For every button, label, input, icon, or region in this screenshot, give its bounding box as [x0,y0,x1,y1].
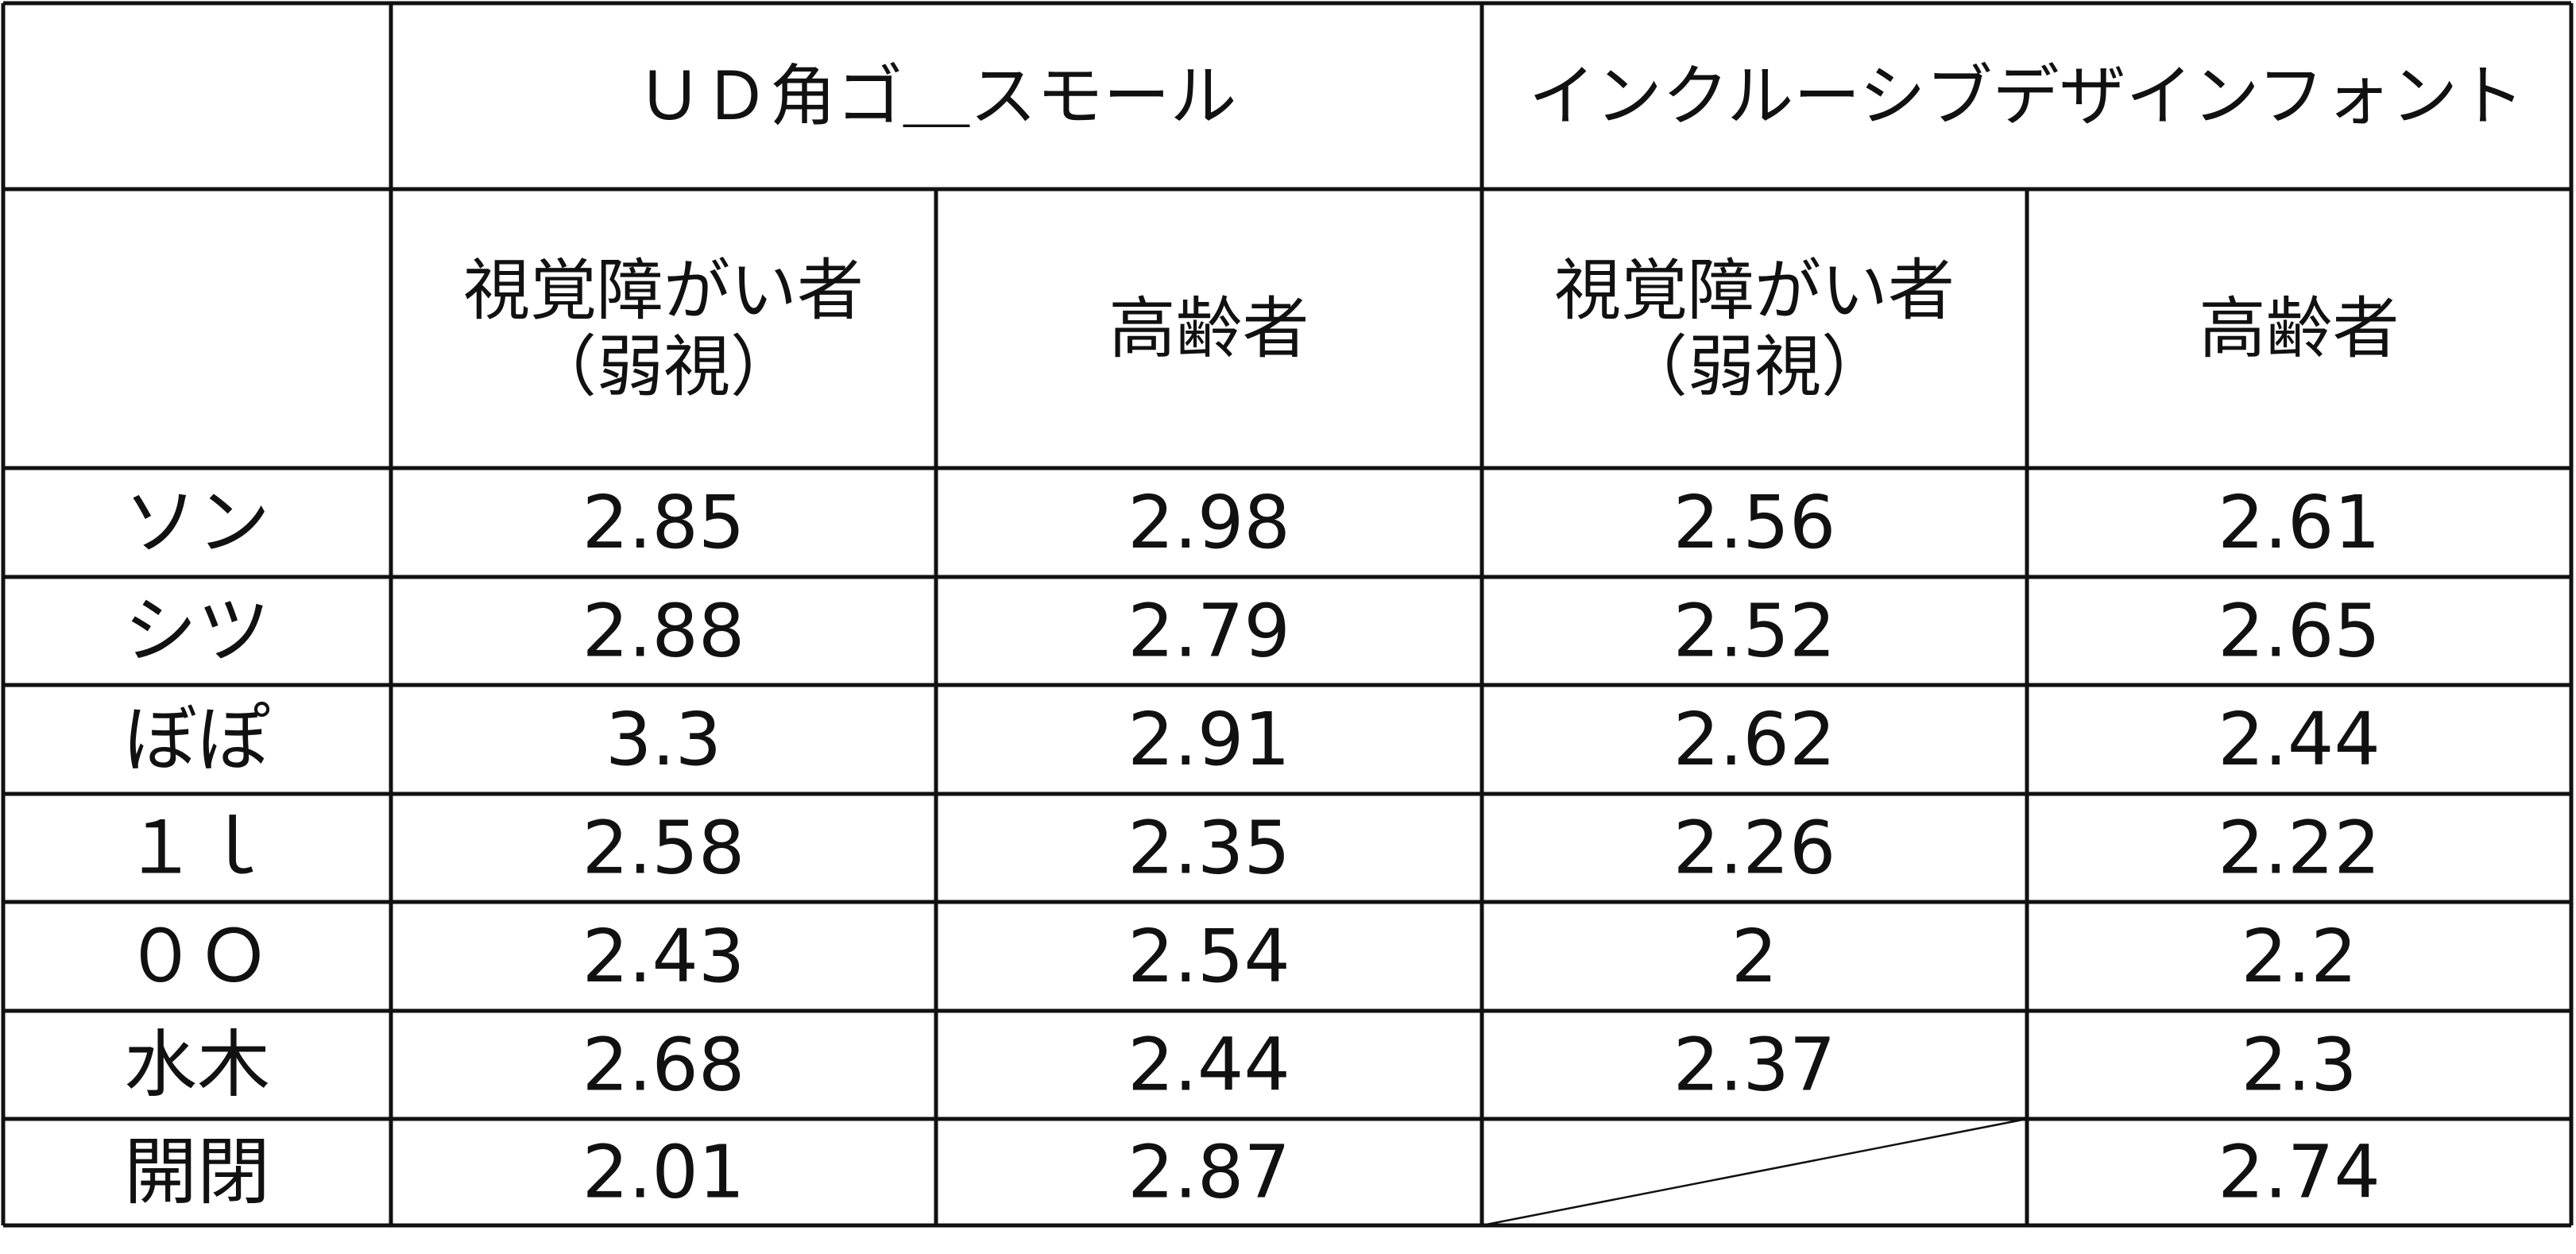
cell-value: 2.74 [2218,1130,2381,1215]
subheader: （弱視） [1621,328,1888,406]
cell-value: 2.91 [1127,697,1290,782]
subheader: 視覚障がい者 [1554,252,1955,330]
row-label: 水木 [124,1023,270,1108]
subheader: （弱視） [530,328,797,406]
cell-value: 2.65 [2218,589,2381,674]
row-label: ぼぽ [124,697,270,782]
cell-value: 2.35 [1127,806,1290,891]
cell-value: 2.79 [1127,589,1290,674]
cell-value: 2.58 [582,806,745,891]
cell-value: 2.43 [582,914,745,999]
subheader: 高齢者 [2199,290,2399,368]
row-label: １ｌ [124,806,270,891]
row-label: 開閉 [124,1130,270,1215]
cell-value: 2.3 [2241,1023,2357,1108]
cell-value: 2.01 [582,1130,745,1215]
cell-value: 2.68 [582,1023,745,1108]
row-label: シツ [124,589,270,674]
cell-value: 3.3 [605,697,721,782]
subheader: 高齢者 [1108,290,1309,368]
cell-value: 2.88 [582,589,745,674]
cell-value: 2.85 [582,480,745,565]
subheader: 視覚障がい者 [463,252,864,330]
cell-value: 2.37 [1673,1023,1836,1108]
cell-value: 2.54 [1127,914,1290,999]
row-label: ０Ｏ [124,914,270,999]
cell-value: 2.22 [2218,806,2381,891]
cell-value: 2.44 [1127,1023,1290,1108]
cell-value: 2.98 [1127,480,1290,565]
group-header: インクルーシブデザインフォント [1529,57,2524,135]
cell-value: 2.44 [2218,697,2381,782]
cell-value: 2.87 [1127,1130,1290,1215]
empty-cell-slash [1481,1117,2028,1227]
cell-value: 2.52 [1673,589,1836,674]
row-label: ソン [124,480,270,565]
cell-value: 2.56 [1673,480,1836,565]
group-header: ＵＤ角ゴ＿スモール [636,57,1236,135]
cell-value: 2 [1731,914,1778,999]
cell-value: 2.26 [1673,806,1836,891]
cell-value: 2.2 [2241,914,2357,999]
cell-value: 2.61 [2218,480,2381,565]
cell-value: 2.62 [1673,697,1836,782]
